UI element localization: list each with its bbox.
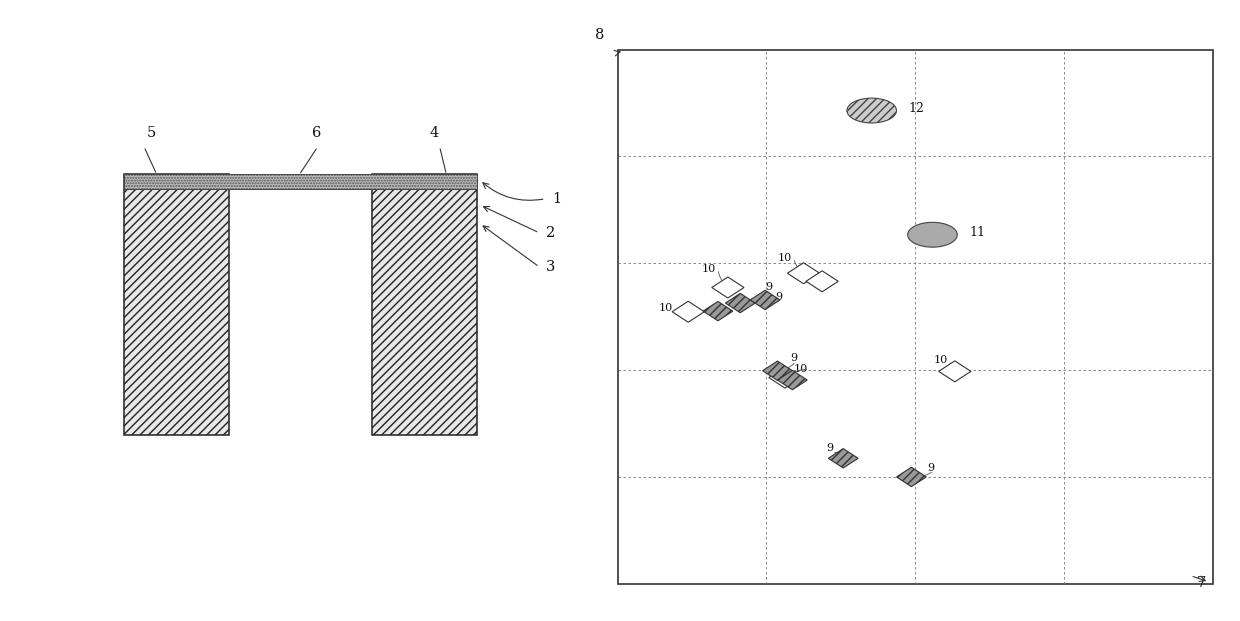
Text: 8: 8	[595, 28, 605, 42]
Text: 4: 4	[429, 125, 439, 140]
Bar	[372, 174, 477, 435]
Polygon shape	[769, 367, 801, 388]
Text: 11: 11	[970, 227, 986, 239]
Text: 9: 9	[765, 282, 773, 292]
Polygon shape	[763, 361, 792, 381]
Text: 10: 10	[658, 303, 672, 313]
Text: 9: 9	[790, 353, 797, 363]
Circle shape	[908, 222, 957, 247]
Text: 7: 7	[1197, 576, 1205, 590]
Polygon shape	[750, 290, 780, 310]
Bar	[124, 174, 229, 435]
Text: 3: 3	[546, 260, 556, 274]
Polygon shape	[712, 277, 744, 298]
Polygon shape	[806, 271, 838, 292]
Bar	[618, 50, 1213, 584]
Text: 10: 10	[777, 253, 791, 263]
Text: 2: 2	[546, 226, 554, 240]
Text: 10: 10	[934, 355, 947, 365]
Circle shape	[847, 98, 897, 123]
Text: 9: 9	[775, 292, 782, 302]
Polygon shape	[777, 370, 807, 390]
Polygon shape	[703, 301, 733, 321]
Text: 6: 6	[311, 125, 321, 140]
Polygon shape	[939, 361, 971, 382]
Text: 1: 1	[552, 192, 560, 206]
Polygon shape	[787, 263, 820, 284]
Text: 5: 5	[146, 125, 156, 140]
Polygon shape	[897, 467, 926, 487]
Bar	[124, 174, 477, 189]
Text: 12: 12	[909, 102, 925, 115]
Text: 9: 9	[826, 443, 833, 453]
Text: 10: 10	[794, 365, 807, 374]
Text: 9: 9	[928, 463, 935, 473]
Polygon shape	[828, 448, 858, 468]
Bar	[124, 174, 477, 189]
Polygon shape	[672, 301, 704, 322]
Polygon shape	[725, 293, 755, 313]
Text: 10: 10	[702, 264, 715, 274]
